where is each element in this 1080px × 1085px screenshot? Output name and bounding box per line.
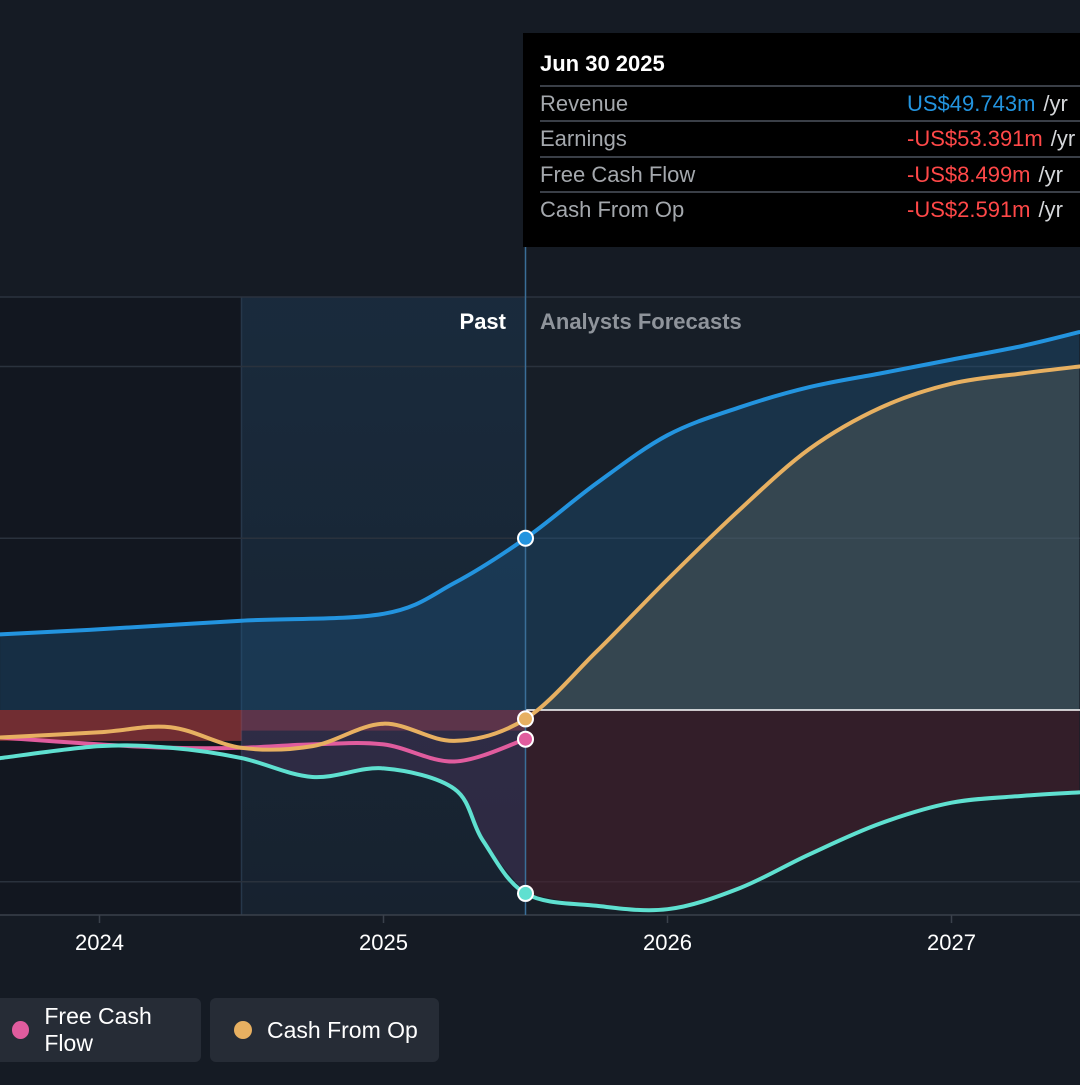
past-region-dark xyxy=(0,297,242,915)
tooltip-value-wrap: -US$53.391m/yr xyxy=(907,126,1075,152)
legend-label: Free Cash Flow xyxy=(44,1003,201,1057)
tooltip-value: US$49.743m xyxy=(907,91,1035,116)
tooltip-unit: /yr xyxy=(1051,126,1075,151)
past-region-label: Past xyxy=(460,309,507,334)
tooltip-label: Free Cash Flow xyxy=(540,162,695,188)
legend-dot-cash-from-op xyxy=(234,1021,252,1039)
tooltip-unit: /yr xyxy=(1039,162,1063,187)
marker-cash-from-op xyxy=(518,711,533,726)
tooltip-value: -US$8.499m xyxy=(907,162,1031,187)
tooltip-value-wrap: US$49.743m/yr xyxy=(907,91,1068,117)
tooltip-row-revenue: Revenue US$49.743m/yr xyxy=(540,85,1080,123)
x-tick-label: 2024 xyxy=(75,930,124,955)
tooltip: Jun 30 2025 Revenue US$49.743m/yr Earnin… xyxy=(523,33,1080,247)
tooltip-label: Revenue xyxy=(540,91,628,117)
x-tick-label: 2026 xyxy=(643,930,692,955)
forecast-region-label: Analysts Forecasts xyxy=(540,309,742,334)
x-tick-label: 2025 xyxy=(359,930,408,955)
marker-free-cash-flow xyxy=(518,886,533,901)
marker-revenue xyxy=(518,531,533,546)
tooltip-row-free-cash-flow: Free Cash Flow -US$8.499m/yr xyxy=(540,156,1080,194)
x-tick-label: 2027 xyxy=(927,930,976,955)
legend-item-free-cash-flow[interactable]: Free Cash Flow xyxy=(0,998,201,1062)
tooltip-value: -US$2.591m xyxy=(907,197,1031,222)
legend-item-cash-from-op[interactable]: Cash From Op xyxy=(210,998,439,1062)
tooltip-row-earnings: Earnings -US$53.391m/yr xyxy=(540,120,1080,158)
legend-label: Cash From Op xyxy=(267,1017,418,1044)
tooltip-value-wrap: -US$8.499m/yr xyxy=(907,162,1063,188)
tooltip-unit: /yr xyxy=(1043,91,1067,116)
tooltip-date: Jun 30 2025 xyxy=(540,51,665,77)
tooltip-value-wrap: -US$2.591m/yr xyxy=(907,197,1063,223)
tooltip-unit: /yr xyxy=(1039,197,1063,222)
tooltip-row-cash-from-op: Cash From Op -US$2.591m/yr xyxy=(540,191,1080,229)
tooltip-label: Cash From Op xyxy=(540,197,684,223)
tooltip-label: Earnings xyxy=(540,126,627,152)
marker-earnings xyxy=(518,732,533,747)
tooltip-value: -US$53.391m xyxy=(907,126,1043,151)
legend-dot-free-cash-flow xyxy=(12,1021,29,1039)
